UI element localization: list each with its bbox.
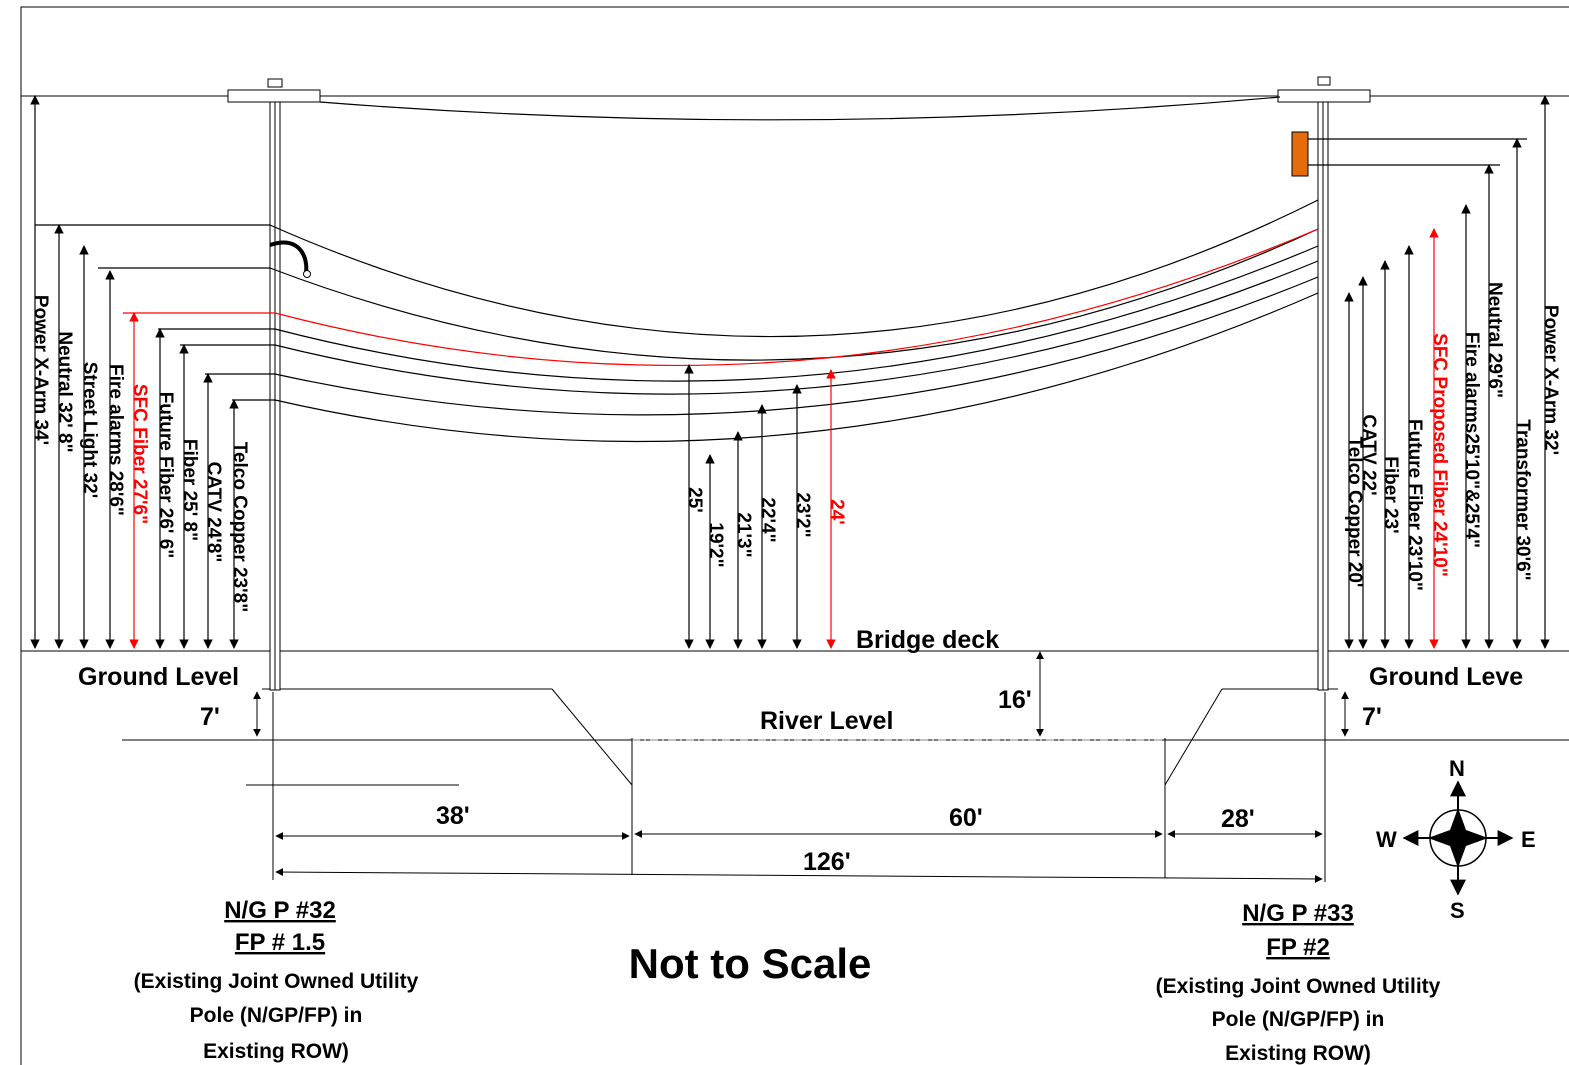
mid-clearance-label-4: 23'2" (792, 492, 813, 537)
mid-clearance-label-3: 22'4" (757, 497, 778, 542)
mid-clearance-0: 25' (684, 364, 705, 649)
left-height-label-7: CATV 24'8" (203, 462, 224, 563)
right-7ft-label: 7' (1362, 703, 1382, 731)
right-height-label-1: CATV 22' (1358, 414, 1379, 495)
right-pole-title: N/G P #33 (1242, 900, 1354, 927)
right-height-label-3: Future Fiber 23'10" (1404, 419, 1425, 591)
future-fiber-cable (158, 245, 1319, 382)
fiber-cable (180, 260, 1319, 395)
drawing-border (20, 6, 1569, 1065)
mid-span-clearances: 25'19'2" 21'3" 22'4" 23'2" 24' (684, 364, 847, 649)
left-height-label-6: Fiber 25' 8" (179, 439, 200, 541)
left-height-5: Future Fiber 26' 6" (155, 328, 176, 649)
power-cable (319, 96, 1281, 121)
span-left-label: 38' (436, 802, 470, 830)
sfc-fiber-cable (123, 228, 1319, 366)
left-height-7: CATV 24'8" (203, 373, 224, 649)
mid-clearance-5: 24' (826, 369, 847, 649)
river-level-label: River Level (760, 707, 893, 735)
right-height-2: Fiber 23' (1380, 260, 1401, 649)
left-height-label-3: Fire alarms 28'6" (105, 364, 126, 516)
right-height-label-8: Power X-Arm 32' (1540, 305, 1561, 455)
compass-w: W (1376, 827, 1397, 852)
bridge-deck-label: Bridge deck (856, 626, 999, 654)
left-height-2: Street Light 32' (79, 245, 100, 649)
span-total-label: 126' (803, 848, 851, 876)
mid-clearance-1: 19'2" (705, 454, 726, 649)
left-height-label-2: Street Light 32' (79, 362, 100, 499)
cables (35, 96, 1527, 443)
left-pole-caption: N/G P #32 FP # 1.5 (Existing Joint Owned… (134, 897, 419, 1063)
mid-clearance-label-2: 21'3" (733, 512, 754, 557)
span-total-dim (275, 868, 1323, 883)
right-height-label-4: SFC Proposed Fiber 24'10" (1429, 333, 1450, 577)
compass-n: N (1449, 756, 1465, 781)
right-height-3: Future Fiber 23'10" (1404, 245, 1425, 649)
right-height-label-2: Fiber 23' (1380, 456, 1401, 533)
right-height-5: Fire alarms25'10"&25'4" (1461, 204, 1482, 649)
not-to-scale-label: Not to Scale (629, 940, 872, 987)
left-pole-subtitle: FP # 1.5 (235, 929, 325, 956)
mid-clearance-label-0: 25' (684, 487, 705, 513)
right-height-1: CATV 22' (1358, 276, 1379, 649)
left-height-label-5: Future Fiber 26' 6" (155, 392, 176, 559)
telco-copper-cable (232, 292, 1319, 443)
right-pole-subtitle: FP #2 (1266, 934, 1330, 961)
right-pole-desc-3: Existing ROW) (1225, 1042, 1371, 1065)
left-pole (227, 78, 321, 691)
mid-clearance-3: 22'4" (757, 404, 778, 649)
catv-cable (205, 276, 1319, 416)
right-height-6: Neutral 29'6" (1484, 164, 1505, 649)
left-pole-desc-2: Pole (N/GP/FP) in (190, 1004, 363, 1027)
left-height-6: Fiber 25' 8" (179, 344, 200, 649)
right-height-dimensions: Telco Copper 20'CATV 22' Fiber 23' Future … (1344, 95, 1561, 649)
left-height-label-4: SFC Fiber 27'6" (129, 384, 150, 524)
ground-level-right-label: Ground Leve (1369, 663, 1523, 691)
span-middle-label: 60' (949, 804, 983, 832)
ground-level-left-label: Ground Level (78, 663, 239, 691)
compass-s: S (1450, 898, 1465, 923)
right-height-label-5: Fire alarms25'10"&25'4" (1461, 332, 1482, 548)
mid-clearance-2: 21'3" (733, 431, 754, 649)
left-height-3: Fire alarms 28'6" (105, 270, 126, 649)
left-height-4: SFC Fiber 27'6" (129, 312, 150, 649)
right-pole (1277, 76, 1371, 691)
left-height-8: Telco Copper 23'8" (229, 399, 250, 649)
left-height-0: Power X-Arm 34' (30, 95, 51, 649)
left-pole-desc-1: (Existing Joint Owned Utility (134, 970, 419, 993)
right-height-7: Transformer 30'6" (1512, 138, 1533, 649)
deck-16ft-label: 16' (998, 686, 1032, 714)
fire-alarm-cable (98, 228, 1319, 361)
right-pole-desc-2: Pole (N/GP/FP) in (1212, 1008, 1385, 1031)
right-height-8: Power X-Arm 32' (1540, 95, 1561, 649)
mid-clearance-label-1: 19'2" (705, 522, 726, 567)
compass-e: E (1521, 827, 1536, 852)
bank-slope-right (1164, 688, 1223, 786)
bank-slope-left (551, 688, 633, 786)
transformer-icon (1291, 131, 1309, 177)
span-right-label: 28' (1221, 805, 1255, 833)
right-height-label-7: Transformer 30'6" (1512, 419, 1533, 580)
left-height-label-8: Telco Copper 23'8" (229, 442, 250, 613)
left-height-1: Neutral 32' 8" (54, 224, 75, 649)
right-pole-caption: N/G P #33 FP #2 (Existing Joint Owned Ut… (1156, 900, 1441, 1065)
right-pole-desc-1: (Existing Joint Owned Utility (1156, 975, 1441, 998)
mid-clearance-4: 23'2" (792, 384, 813, 649)
right-height-label-6: Neutral 29'6" (1484, 282, 1505, 398)
left-height-label-1: Neutral 32' 8" (54, 331, 75, 452)
left-height-dimensions: Power X-Arm 34' Neutral 32' 8" Street Ligh… (30, 95, 250, 649)
compass-rose-icon: N S E W (1376, 756, 1536, 923)
street-light-icon (269, 240, 309, 273)
left-height-label-0: Power X-Arm 34' (30, 295, 51, 445)
left-7ft-label: 7' (200, 703, 220, 731)
mid-clearance-label-5: 24' (826, 499, 847, 525)
right-height-4: SFC Proposed Fiber 24'10" (1429, 228, 1450, 649)
neutral-cable (35, 199, 1319, 338)
left-pole-title: N/G P #32 (224, 897, 336, 924)
left-pole-desc-3: Existing ROW) (203, 1040, 349, 1063)
